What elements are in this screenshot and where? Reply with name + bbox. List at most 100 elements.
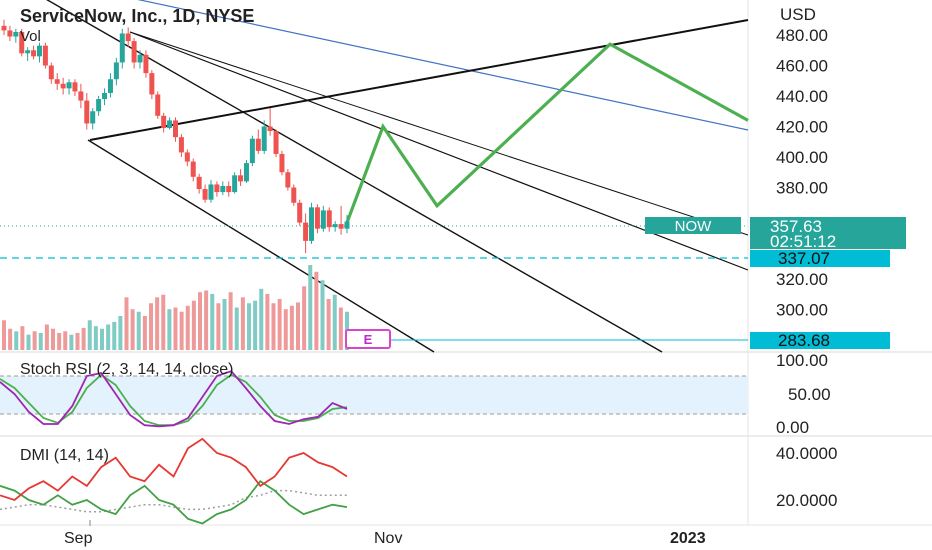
volume-bar xyxy=(87,320,92,350)
blue-trend-line[interactable] xyxy=(0,0,749,131)
candle xyxy=(48,62,54,84)
last-price-badge[interactable]: 357.63 02:51:12 xyxy=(750,217,906,251)
fan-line-3[interactable] xyxy=(129,31,749,236)
candle xyxy=(137,50,143,69)
volume-bar xyxy=(247,303,251,350)
volume-bar xyxy=(271,303,276,350)
stoch-tick-100: 100.00 xyxy=(776,351,828,370)
level-badge-337-value: 337.07 xyxy=(778,249,830,268)
volume-bar xyxy=(191,300,196,350)
rising-trend-line[interactable] xyxy=(89,19,749,141)
stoch-tick-50: 50.00 xyxy=(788,385,831,404)
candle xyxy=(208,179,214,203)
volume-bar xyxy=(179,311,184,350)
volume-bar xyxy=(338,307,343,350)
candle xyxy=(161,112,167,133)
candle xyxy=(84,92,90,130)
dmi-axis[interactable]: 40.0000 20.0000 xyxy=(776,444,837,510)
candlesticks xyxy=(1,19,350,254)
earnings-marker[interactable]: E xyxy=(345,329,391,349)
last-price-value: 357.63 xyxy=(770,217,822,236)
candle xyxy=(267,108,273,136)
projection-zigzag[interactable] xyxy=(345,42,749,224)
channel-lower-line[interactable] xyxy=(87,139,435,353)
candle xyxy=(190,158,196,182)
candle xyxy=(149,70,155,100)
candle xyxy=(13,28,19,43)
volume-bar xyxy=(26,334,31,350)
bar-countdown: 02:51:12 xyxy=(770,232,836,251)
candle xyxy=(238,169,244,186)
volume-bar xyxy=(44,324,49,350)
candle xyxy=(19,28,25,57)
candle xyxy=(90,108,96,130)
candle xyxy=(249,135,255,167)
volume-bar xyxy=(228,292,233,350)
volume-bar xyxy=(32,331,37,350)
candle xyxy=(113,57,119,86)
candle xyxy=(143,50,149,78)
price-axis[interactable]: USD 480.00 460.00 440.00 420.00 400.00 380.00… xyxy=(776,5,828,320)
price-tick-420: 420.00 xyxy=(776,118,828,137)
candle xyxy=(184,149,190,167)
candle xyxy=(320,205,326,232)
volume-bar xyxy=(57,333,62,350)
dmi-tick-20: 20.0000 xyxy=(776,491,837,510)
volume-bar xyxy=(2,320,6,350)
volume-bar xyxy=(265,293,270,350)
candle xyxy=(232,172,238,194)
candle xyxy=(297,199,303,226)
volume-bar xyxy=(75,333,80,350)
candle xyxy=(178,134,184,157)
price-tick-320: 320.00 xyxy=(776,270,828,289)
volume-bar xyxy=(240,297,245,350)
volume-bar xyxy=(155,297,160,350)
candle xyxy=(202,184,208,203)
candle xyxy=(309,202,315,244)
volume-bar xyxy=(253,300,258,350)
chart-title[interactable]: ServiceNow, Inc., 1D, NYSE xyxy=(20,6,254,26)
currency-label: USD xyxy=(780,5,816,24)
volume-bar xyxy=(20,326,25,350)
volume-bar xyxy=(314,271,319,350)
volume-bar xyxy=(198,292,202,350)
candle xyxy=(226,181,232,197)
price-tick-300: 300.00 xyxy=(776,301,828,320)
volume-bar xyxy=(283,309,288,350)
dmi-plus-line xyxy=(0,437,348,502)
earnings-marker-label: E xyxy=(364,332,373,347)
volume-bar xyxy=(51,328,55,350)
price-tick-380: 380.00 xyxy=(776,179,828,198)
volume-bar xyxy=(149,303,153,350)
volume-label[interactable]: Vol xyxy=(20,28,41,45)
candle xyxy=(173,117,178,142)
time-axis[interactable]: Sep Nov 2023 xyxy=(0,520,932,547)
candle xyxy=(54,73,60,90)
stoch-rsi-label[interactable]: Stoch RSI (2, 3, 14, 14, close) xyxy=(20,361,233,378)
price-tick-480: 480.00 xyxy=(776,26,828,45)
volume-bar xyxy=(222,299,227,350)
level-badge-337[interactable]: 337.07 xyxy=(750,249,890,268)
candle xyxy=(214,181,220,197)
volume-bar xyxy=(234,307,239,350)
level-badge-283[interactable]: 283.68 xyxy=(750,331,890,350)
volume-bar xyxy=(320,280,325,350)
volume-bar xyxy=(93,326,98,350)
candle xyxy=(102,88,108,106)
volume-bar xyxy=(308,265,313,350)
volume-bar xyxy=(14,331,19,350)
stoch-rsi-axis[interactable]: 100.00 50.00 0.00 xyxy=(776,351,831,437)
candle xyxy=(96,96,102,116)
time-label-2023: 2023 xyxy=(670,530,706,547)
volume-bar xyxy=(100,328,104,350)
candle xyxy=(332,221,338,232)
dmi-label[interactable]: DMI (14, 14) xyxy=(20,447,109,464)
candle xyxy=(107,73,113,98)
dmi-lines xyxy=(0,437,348,525)
candle xyxy=(78,83,84,109)
symbol-badge[interactable]: NOW xyxy=(645,217,741,235)
candle xyxy=(314,204,320,234)
time-label-nov: Nov xyxy=(374,530,402,547)
candle xyxy=(60,77,66,95)
volume-bar xyxy=(204,290,209,350)
